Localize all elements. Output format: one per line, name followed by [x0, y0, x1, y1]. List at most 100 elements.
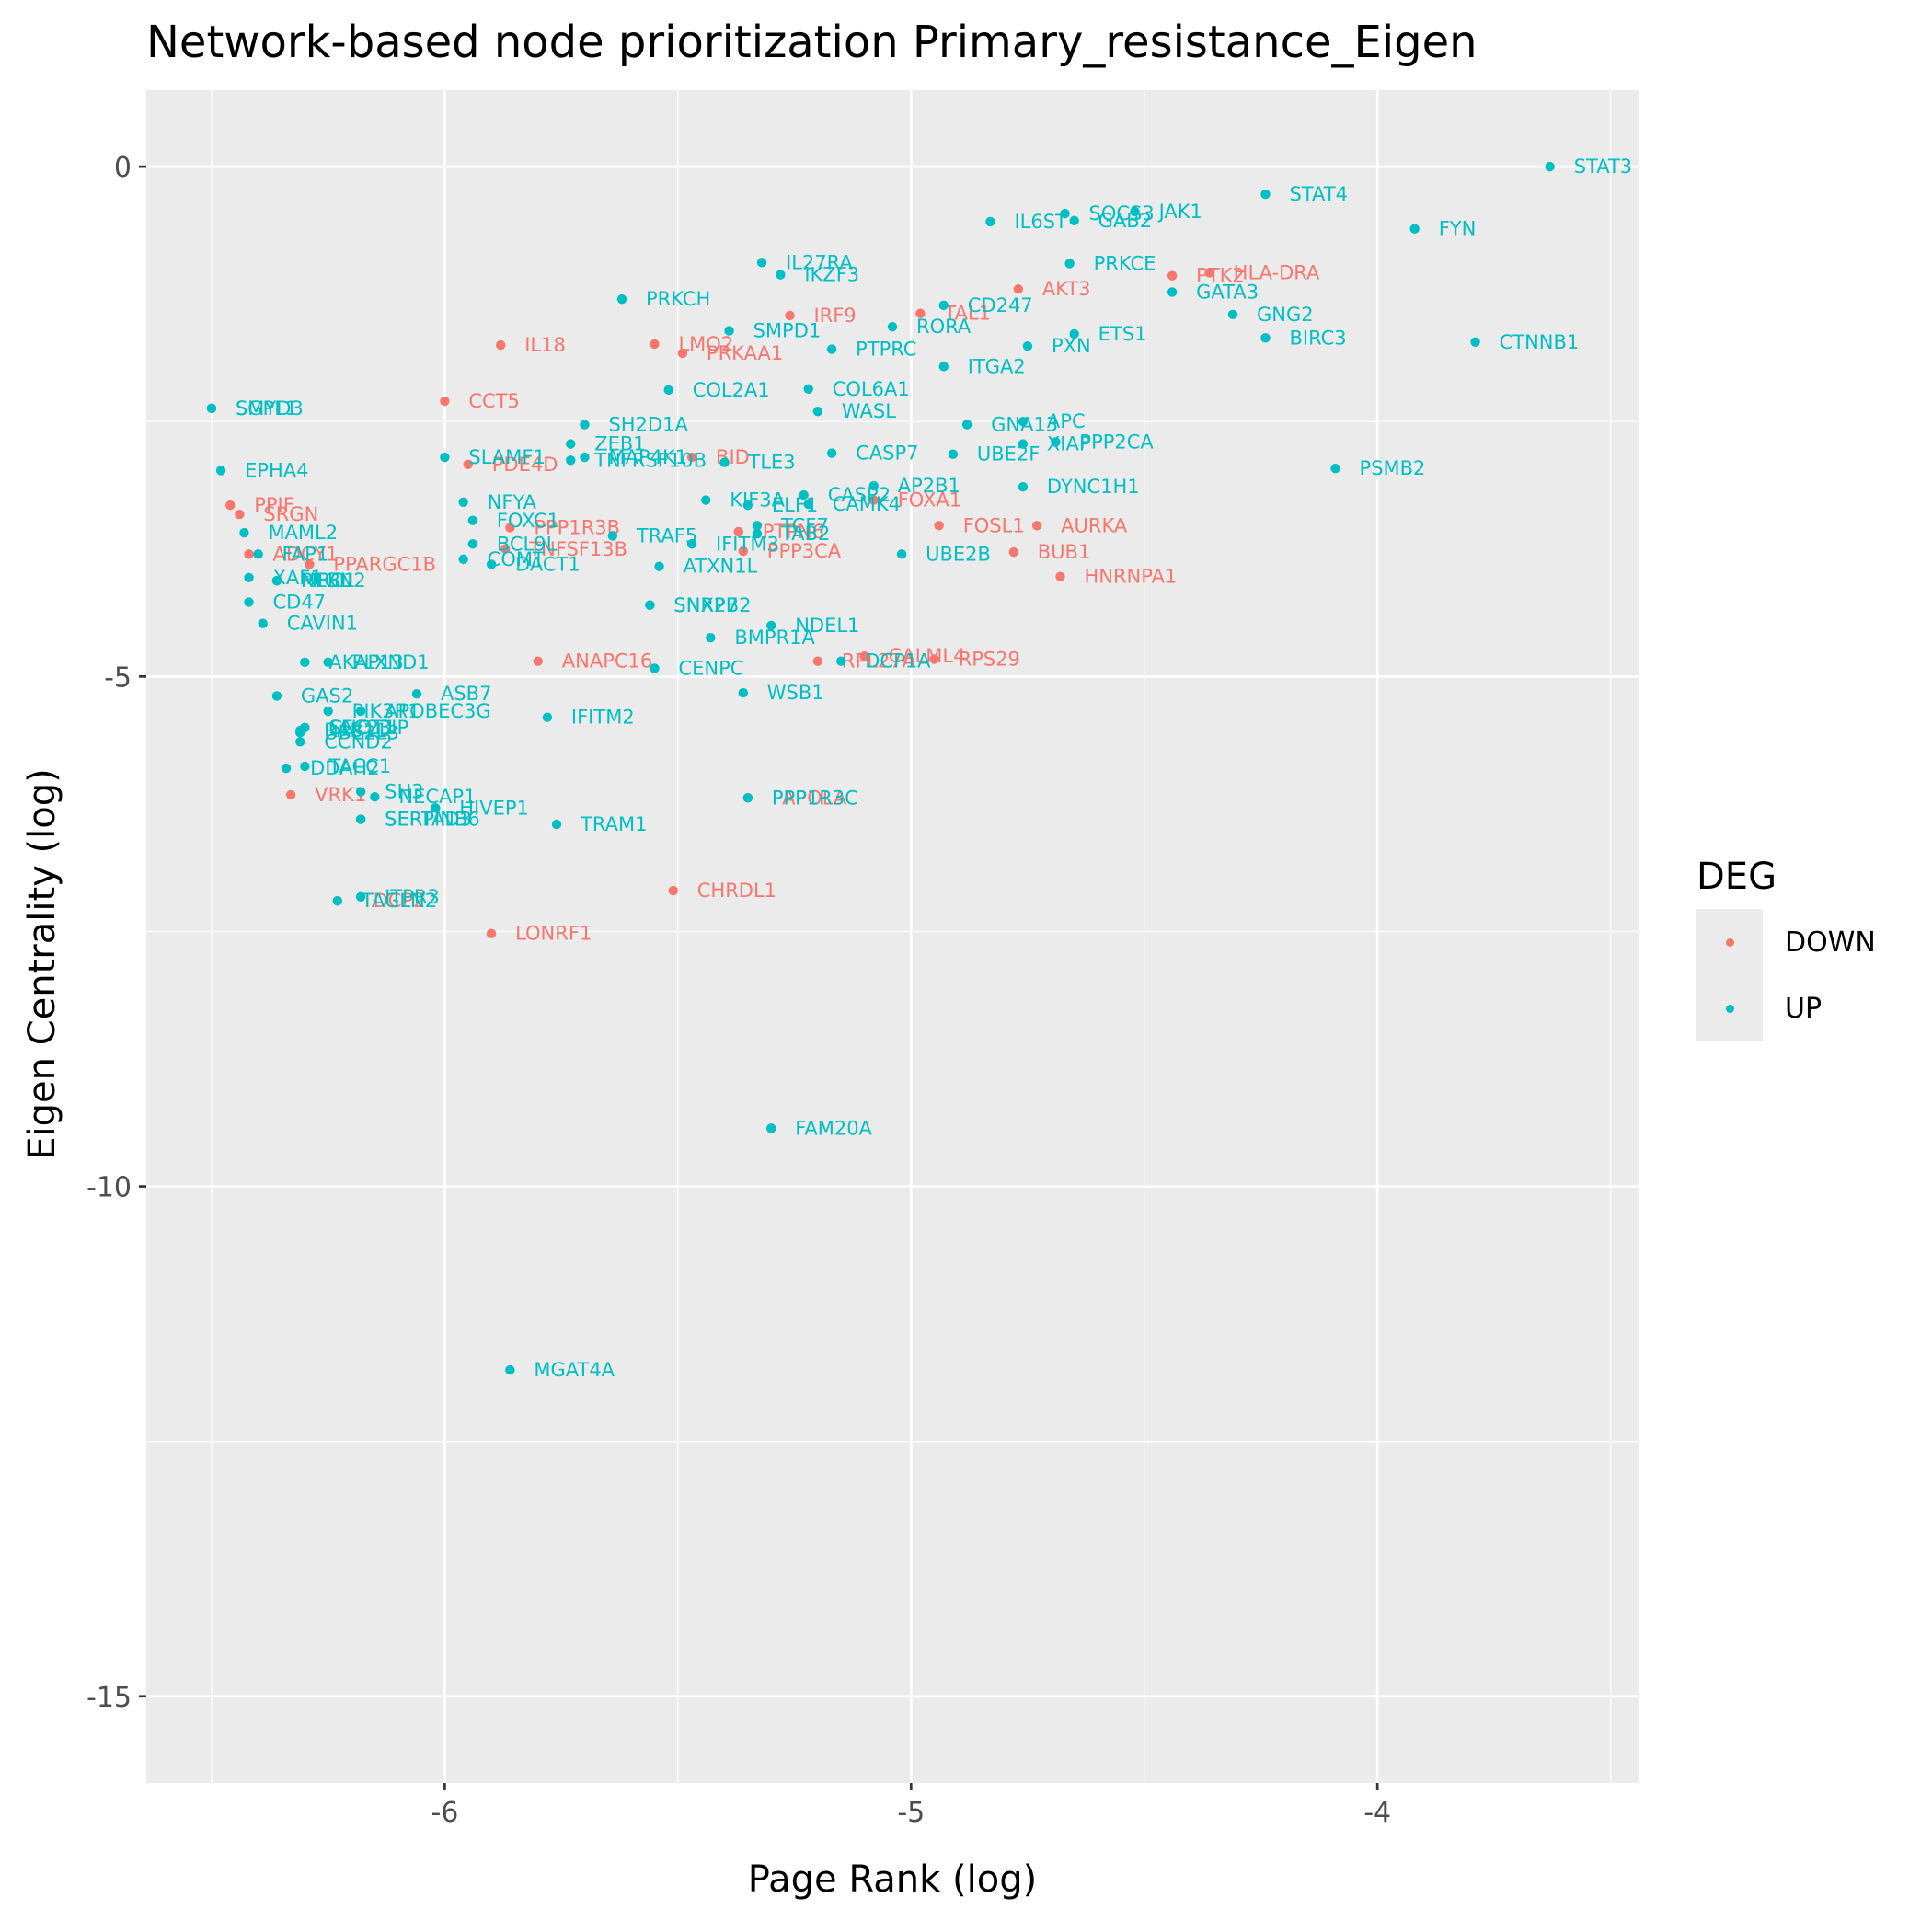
- data-point-up: [1018, 439, 1029, 449]
- data-point-up: [803, 384, 813, 394]
- data-point-up: [300, 657, 310, 668]
- point-label: TAB2: [780, 523, 830, 545]
- data-point-up: [887, 321, 898, 332]
- point-label: GNG2: [1257, 304, 1314, 326]
- point-label: CD247: [968, 294, 1033, 316]
- y-axis-label: Eigen Centrality (log): [21, 768, 63, 1160]
- data-point-up: [486, 559, 497, 569]
- point-label: HIVEP1: [459, 797, 529, 819]
- point-label: PPARGC1B: [333, 553, 436, 575]
- data-point-down: [738, 546, 748, 557]
- data-point-down: [859, 650, 869, 661]
- point-label: SMPD1: [753, 320, 822, 342]
- point-label: ETS1: [1098, 323, 1147, 345]
- point-label: NECAP1: [398, 786, 476, 808]
- data-point-up: [752, 528, 763, 539]
- data-point-up: [650, 663, 660, 673]
- point-label: LMO2: [678, 333, 733, 355]
- legend-key-up: [1696, 975, 1763, 1041]
- data-point-up: [1330, 464, 1340, 474]
- point-label: PTPN6: [763, 521, 824, 543]
- data-point-down: [812, 656, 823, 666]
- point-label: DYNC1H1: [1047, 476, 1140, 498]
- data-point-down: [1031, 521, 1042, 531]
- data-point-up: [244, 572, 254, 583]
- data-point-up: [370, 791, 380, 802]
- data-point-up: [458, 497, 468, 508]
- point-label: CENPC: [678, 657, 743, 679]
- data-point-up: [440, 452, 450, 463]
- point-label: SH3: [385, 781, 423, 803]
- point-label: CD47: [273, 591, 327, 613]
- data-point-up: [756, 258, 767, 268]
- point-label: RORA: [916, 316, 972, 338]
- point-label: PPP3CA: [767, 540, 842, 562]
- data-point-down: [500, 544, 511, 554]
- data-point-down: [463, 459, 473, 469]
- point-label: SGPL1: [236, 397, 297, 420]
- point-label: MAP4K1: [608, 446, 687, 468]
- data-point-up: [1069, 215, 1079, 226]
- point-label: TACC1: [328, 755, 391, 777]
- data-point-down: [929, 654, 939, 664]
- point-label: XAF1: [273, 567, 323, 589]
- point-label: PAPOLA: [772, 787, 847, 809]
- data-point-down: [1204, 268, 1214, 278]
- point-label: DDAH2: [310, 757, 380, 779]
- plot-panel: [146, 90, 1639, 1783]
- point-label: TNFSF13B: [528, 538, 627, 560]
- data-point-up: [742, 793, 753, 803]
- data-point-up: [724, 326, 734, 336]
- point-label: FAP1: [282, 543, 329, 565]
- point-label: TAGLN2: [361, 890, 437, 912]
- point-label: AKAP13: [328, 651, 404, 673]
- data-point-up: [985, 216, 995, 227]
- point-label: PPP1R3B: [534, 517, 620, 539]
- data-point-up: [1167, 287, 1178, 297]
- point-label: SNRPB2: [673, 594, 751, 616]
- point-label: ZEB1: [594, 433, 645, 455]
- data-point-up: [1545, 161, 1555, 172]
- point-label: IRF9: [813, 305, 856, 327]
- data-point-up: [206, 403, 217, 414]
- data-point-up: [332, 896, 343, 906]
- data-point-up: [948, 449, 959, 459]
- point-label: SOCS3: [1089, 202, 1155, 224]
- data-point-up: [645, 600, 655, 610]
- point-label: RPS29: [959, 649, 1020, 671]
- point-label: TLE3: [748, 452, 796, 474]
- point-label: IKZF3: [804, 264, 859, 286]
- point-label: CHRDL1: [697, 880, 776, 902]
- point-label: TCF7: [780, 514, 829, 536]
- point-label: CCT5: [468, 390, 520, 412]
- data-point-up: [663, 385, 673, 396]
- point-label: TRAM1: [580, 813, 647, 835]
- point-label: RPL27A: [842, 650, 916, 673]
- point-label: HLA-DRA: [1234, 261, 1320, 283]
- data-point-up: [300, 722, 310, 732]
- data-point-up: [271, 575, 282, 586]
- point-label: SLAMF1: [468, 446, 545, 468]
- point-label: IFITM3: [716, 533, 779, 555]
- data-point-up: [281, 763, 292, 774]
- point-label: SERTAD3: [385, 809, 472, 831]
- point-label: CASP7: [856, 443, 918, 465]
- x-tick-label: -5: [897, 1797, 925, 1829]
- point-label: IL27RA: [786, 251, 853, 273]
- point-label: FOSL1: [963, 514, 1025, 536]
- data-point-down: [305, 559, 315, 569]
- point-label: SEC23IP: [328, 717, 408, 739]
- point-label: CCND2: [324, 730, 393, 753]
- data-point-up: [566, 455, 576, 466]
- point-label: NFYA: [488, 491, 537, 513]
- point-label: FYN: [1439, 218, 1477, 240]
- data-point-up: [654, 561, 664, 571]
- point-label: CAVIN1: [287, 613, 358, 635]
- point-label: PLXND1: [352, 651, 430, 673]
- point-label: TAL1: [943, 303, 991, 325]
- data-point-down: [677, 348, 688, 359]
- data-point-down: [505, 523, 515, 533]
- data-point-down: [225, 500, 236, 511]
- data-point-up: [1409, 224, 1420, 234]
- point-label: CTNNB1: [1500, 331, 1580, 353]
